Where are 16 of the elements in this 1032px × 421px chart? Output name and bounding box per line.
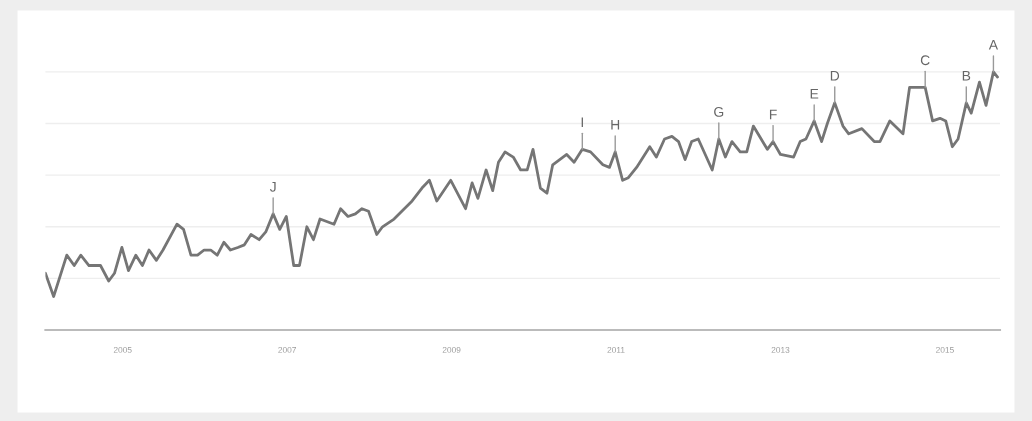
x-tick-label: 2007 xyxy=(278,346,296,353)
annotation: B xyxy=(962,70,971,81)
x-tick-label: 2011 xyxy=(607,346,625,353)
x-tick-label: 2015 xyxy=(936,346,954,353)
annotation: A xyxy=(988,39,999,50)
x-tick-label: 2013 xyxy=(771,346,790,353)
annotation: H xyxy=(611,120,620,130)
annotation: I xyxy=(581,117,583,127)
annotation: C xyxy=(920,55,930,66)
annotation: E xyxy=(810,89,819,99)
annotation: J xyxy=(269,181,276,192)
x-tick-label: 2009 xyxy=(442,346,461,353)
annotation: G xyxy=(714,106,724,117)
annotation: F xyxy=(769,109,777,120)
x-tick-label: 2005 xyxy=(113,346,132,353)
annotation: D xyxy=(830,70,840,81)
